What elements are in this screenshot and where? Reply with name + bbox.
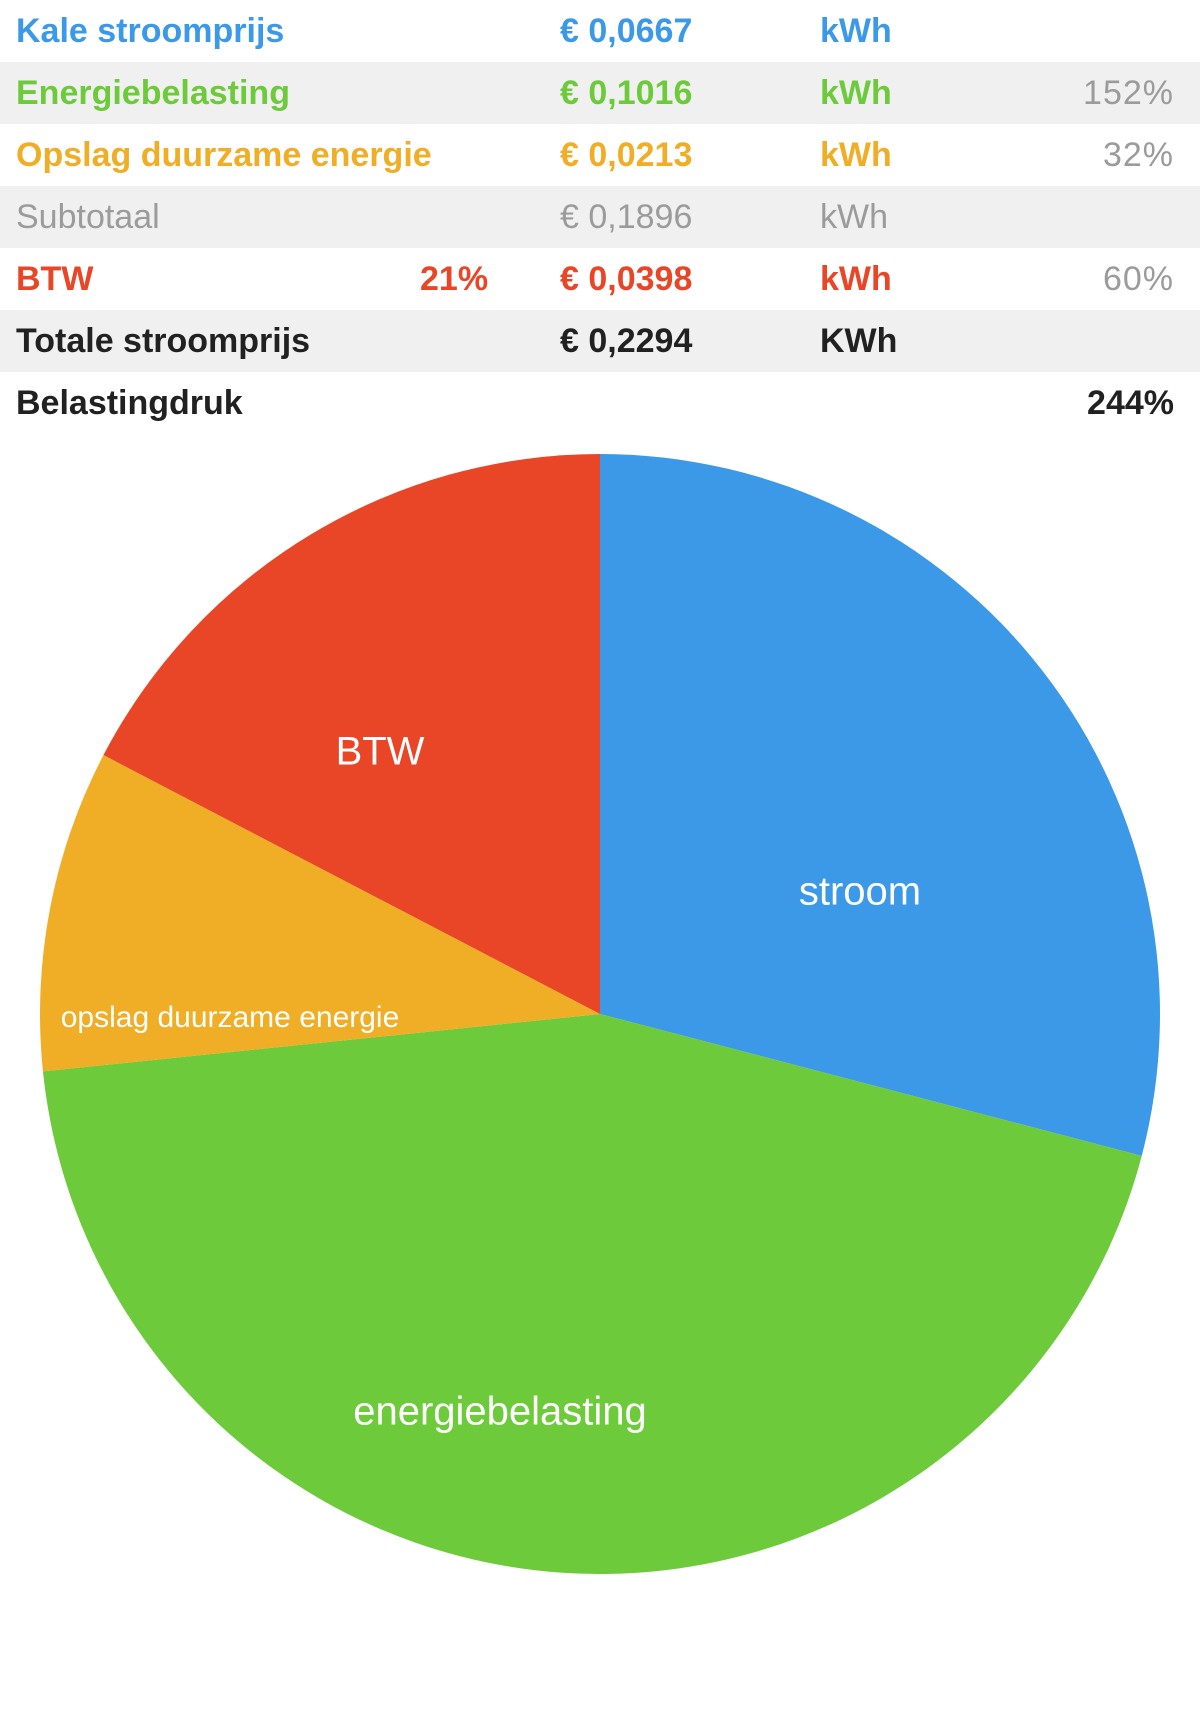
- cell-price: € 0,2294: [560, 322, 820, 361]
- cell-label: Energiebelasting: [0, 74, 420, 113]
- cell-label: Totale stroomprijs: [0, 322, 420, 361]
- pie-chart: stroom energiebelasting opslag duurzame en…: [40, 454, 1160, 1574]
- table-row-btw: BTW21%€ 0,0398kWh60%: [0, 248, 1200, 310]
- pie-slice-label-0: stroom: [799, 870, 921, 914]
- cell-price: € 0,1016: [560, 74, 820, 113]
- pie-slice-label-3: BTW: [336, 730, 425, 774]
- cell-label: Kale stroomprijs: [0, 12, 420, 51]
- cell-extra: 21%: [420, 260, 560, 299]
- cell-unit: kWh: [820, 198, 980, 237]
- table-row-tot: Totale stroomprijs € 0,2294KWh: [0, 310, 1200, 372]
- price-table: Kale stroomprijs€ 0,0667kWhEnergiebelast…: [0, 0, 1200, 434]
- cell-price: € 0,0213: [560, 136, 820, 175]
- cell-percent: 244%: [980, 384, 1200, 423]
- cell-unit: kWh: [820, 136, 980, 175]
- cell-label: Subtotaal: [0, 198, 420, 237]
- cell-unit: kWh: [820, 74, 980, 113]
- cell-label: BTW: [0, 260, 420, 299]
- page: Kale stroomprijs€ 0,0667kWhEnergiebelast…: [0, 0, 1200, 1614]
- cell-percent: 152%: [980, 74, 1200, 113]
- pie-chart-container: stroom energiebelasting opslag duurzame en…: [0, 434, 1200, 1614]
- table-row-sub: Subtotaal € 0,1896kWh: [0, 186, 1200, 248]
- cell-label: Opslag duurzame energie: [0, 136, 420, 175]
- cell-price: € 0,0398: [560, 260, 820, 299]
- table-row-opsl: Opslag duurzame energie € 0,0213kWh32%: [0, 124, 1200, 186]
- cell-percent: 60%: [980, 260, 1200, 299]
- cell-percent: 32%: [980, 136, 1200, 175]
- table-row-druk: Belastingdruk 244%: [0, 372, 1200, 434]
- pie-slice-label-1: energiebelasting: [353, 1390, 647, 1434]
- cell-unit: kWh: [820, 12, 980, 51]
- cell-price: € 0,0667: [560, 12, 820, 51]
- cell-label: Belastingdruk: [0, 384, 420, 423]
- pie-slice-label-2: opslag duurzame energie: [61, 1001, 400, 1034]
- table-row-ebel: Energiebelasting € 0,1016kWh152%: [0, 62, 1200, 124]
- cell-unit: kWh: [820, 260, 980, 299]
- cell-price: € 0,1896: [560, 198, 820, 237]
- table-row-kale: Kale stroomprijs € 0,0667kWh: [0, 0, 1200, 62]
- cell-unit: KWh: [820, 322, 980, 361]
